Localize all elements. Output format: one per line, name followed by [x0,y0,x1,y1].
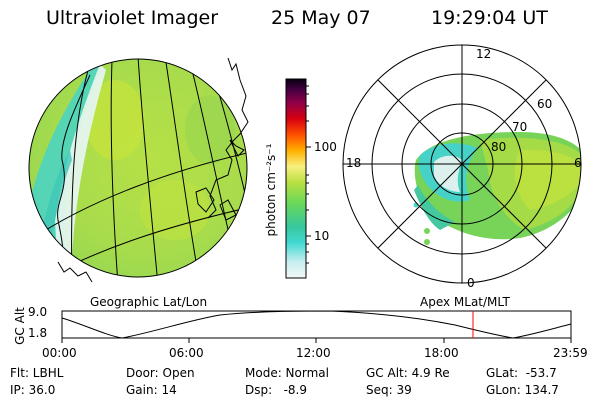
coastline [57,57,249,283]
mlt-label-0: 0 [467,276,475,290]
colorbar-tick-100: 100 [314,140,337,154]
mlt-label-6: 6 [574,156,582,170]
colorbar-unit-label: photon cm⁻²s⁻¹ [264,143,278,237]
apex-label: Apex MLat/MLT [420,295,510,309]
status-seq: Seq: 39 [366,383,412,397]
status-gain: Gain: 14 [126,383,177,397]
status-door: Door: Open [126,366,195,380]
time-text: 19:29:04 UT [431,7,548,29]
status-ip: IP: 36.0 [10,383,56,397]
lat-label-80: 80 [491,140,507,154]
geographic-globe [29,59,247,277]
colorbar-tick-10: 10 [314,229,330,243]
mlt-label-18: 18 [346,156,362,170]
mlt-label-12: 12 [476,47,492,61]
status-dsp: Dsp: -8.9 [245,383,308,397]
altitude-xticks [61,338,572,343]
status-flt: Flt: LBHL [10,366,64,380]
altitude-ytick-top: 9.0 [28,305,48,319]
app-title: Ultraviolet Imager [46,7,219,29]
altitude-xtick-1200: 12:00 [296,346,331,360]
altitude-xtick-1800: 18:00 [424,346,459,360]
lat-label-70: 70 [512,120,528,134]
altitude-ytick-bottom: 1.8 [28,326,48,340]
polar-plot [342,44,582,284]
date-text: 25 May 07 [271,7,371,29]
status-mode: Mode: Normal [245,366,329,380]
color-bar [285,78,311,279]
colorbar-ticks [306,85,311,264]
globe-limb [28,58,248,278]
status-gc-alt: GC Alt: 4.9 Re [366,366,450,380]
status-glat: GLat: -53.7 [486,366,557,380]
altitude-xtick-2359: 23:59 [553,346,588,360]
status-glon: GLon: 134.7 [486,383,559,397]
geographic-label: Geographic Lat/Lon [90,295,208,309]
altitude-xtick-0000: 00:00 [42,346,77,360]
altitude-plot [61,310,572,343]
altitude-xtick-0600: 06:00 [169,346,204,360]
altitude-ylabel: GC Alt [13,307,27,345]
lat-label-60: 60 [537,97,553,111]
